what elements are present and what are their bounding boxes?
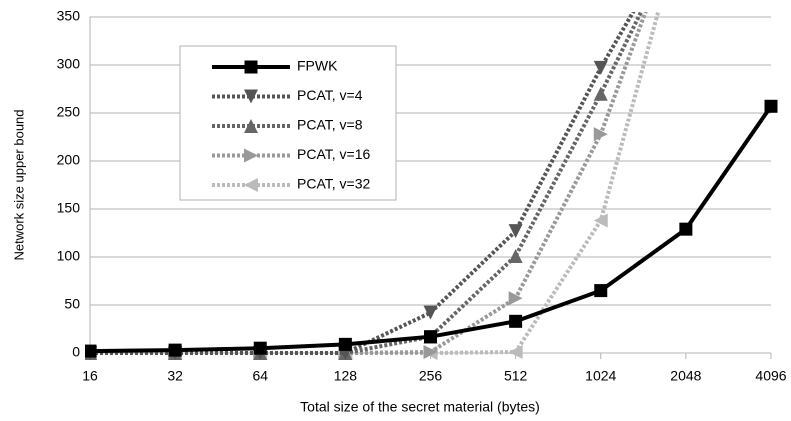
y-tick-label: 0	[72, 344, 80, 360]
y-tick-label: 250	[57, 104, 81, 120]
marker	[244, 119, 258, 133]
marker	[679, 222, 693, 236]
x-tick-label: 32	[167, 368, 183, 384]
legend-label: FPWK	[297, 58, 338, 74]
marker	[593, 213, 608, 228]
legend-label: PCAT, v=4	[297, 87, 363, 103]
marker	[508, 249, 523, 264]
marker	[508, 224, 523, 239]
marker	[593, 127, 608, 142]
legend: FPWK PCAT, v=4 PCAT, v=8 PCAT, v=16 PCAT, v=…	[179, 45, 397, 201]
legend-label: PCAT, v=16	[297, 146, 370, 162]
series-line	[90, 12, 636, 355]
marker	[593, 86, 608, 101]
series-line	[90, 12, 644, 355]
marker	[509, 314, 523, 328]
marker	[168, 343, 182, 357]
x-tick-label: 128	[334, 368, 358, 384]
y-tick-label: 150	[57, 200, 81, 216]
x-axis-label: Total size of the secret material (bytes…	[300, 399, 540, 415]
y-axis-label: Network size upper bound	[11, 109, 26, 260]
x-tick-label: 512	[504, 368, 528, 384]
marker	[423, 345, 438, 360]
legend-label: PCAT, v=32	[297, 176, 370, 192]
marker	[508, 291, 523, 306]
marker	[244, 89, 258, 104]
plot-area	[85, 12, 778, 360]
marker	[244, 60, 258, 74]
marker	[253, 341, 267, 355]
x-tick-label: 2048	[670, 368, 701, 384]
marker	[423, 305, 438, 320]
marker	[594, 284, 608, 298]
x-tick-label: 256	[419, 368, 443, 384]
marker	[244, 148, 258, 163]
legend-box	[179, 45, 397, 201]
x-tick-label: 1024	[585, 368, 616, 384]
marker	[508, 345, 523, 360]
marker	[85, 344, 97, 358]
y-tick-label: 350	[57, 8, 81, 24]
legend-label: PCAT, v=8	[297, 117, 363, 133]
marker	[244, 178, 258, 192]
marker	[338, 337, 352, 351]
marker	[764, 99, 778, 113]
x-tick-label: 64	[252, 368, 268, 384]
y-tick-label: 200	[57, 152, 81, 168]
y-tick-label: 50	[64, 296, 80, 312]
y-tick-label: 300	[57, 56, 81, 72]
series-line	[90, 12, 648, 355]
marker	[424, 330, 437, 344]
x-tick-label: 16	[82, 368, 98, 384]
x-tick-label: 4096	[755, 368, 786, 384]
y-tick-label: 100	[57, 248, 81, 264]
marker	[593, 60, 608, 75]
